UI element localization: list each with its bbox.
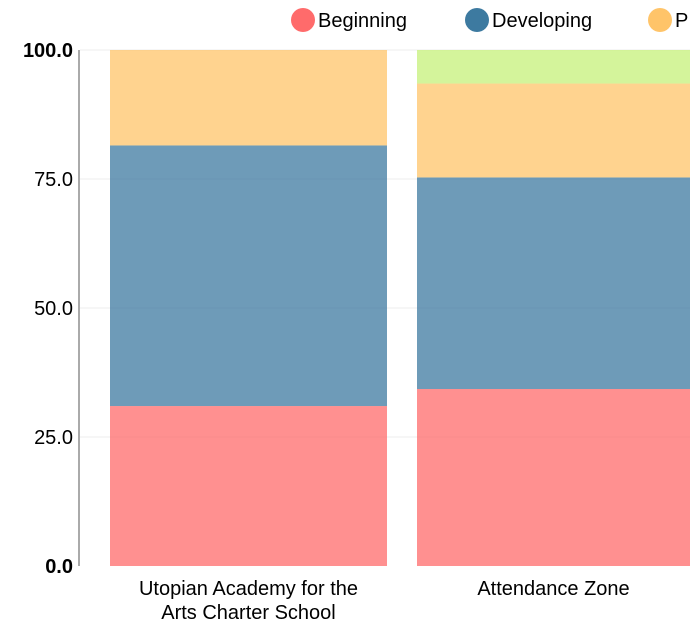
bar-segment-1-0 xyxy=(417,389,690,566)
bar-segment-1-1 xyxy=(417,177,690,389)
y-tick-label-2: 50.0 xyxy=(34,298,73,320)
legend-marker-0 xyxy=(291,8,315,32)
legend-label-0: Beginning xyxy=(318,10,407,32)
y-tick-label-4: 100.0 xyxy=(23,40,73,62)
bar-segment-0-1 xyxy=(110,145,387,406)
legend: Beginning Developing P xyxy=(291,8,688,32)
legend-marker-1 xyxy=(465,8,489,32)
x-tick-label-1-0: Attendance Zone xyxy=(477,578,629,600)
legend-label-1: Developing xyxy=(492,10,592,32)
bar-segment-0-0 xyxy=(110,406,387,566)
bar-segment-1-3 xyxy=(417,50,690,84)
bar-segment-1-2 xyxy=(417,84,690,178)
legend-label-2: P xyxy=(675,10,688,32)
x-tick-label-0-1: Arts Charter School xyxy=(161,602,336,624)
y-tick-labels: 0.0 25.0 50.0 75.0 100.0 xyxy=(23,40,73,578)
y-tick-label-1: 25.0 xyxy=(34,427,73,449)
legend-marker-2 xyxy=(648,8,672,32)
bar-segment-0-2 xyxy=(110,50,387,145)
y-tick-label-3: 75.0 xyxy=(34,169,73,191)
y-tick-label-0: 0.0 xyxy=(45,556,73,578)
x-tick-label-0-0: Utopian Academy for the xyxy=(139,578,358,600)
